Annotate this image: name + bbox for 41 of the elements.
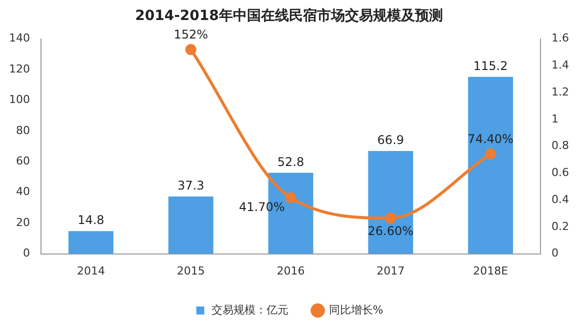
point <box>385 212 396 224</box>
y-tick-label: 0 <box>22 246 30 260</box>
data-label: 74.40% <box>468 132 514 146</box>
point <box>285 192 296 204</box>
y2-tick-label: 0.4 <box>552 192 570 206</box>
bar <box>68 231 114 254</box>
y2-tick-label: 1 <box>552 112 559 126</box>
bar <box>468 76 514 254</box>
y2-tick-label: 1.4 <box>552 58 570 72</box>
data-label: 26.60% <box>368 224 414 238</box>
y-tick-label: 20 <box>16 216 30 229</box>
x-tick-label: 2015 <box>176 264 205 278</box>
y-tick-label: 40 <box>16 185 30 198</box>
data-label: 152% <box>174 28 208 42</box>
data-label: 66.9 <box>377 133 404 148</box>
y-tick-label: 140 <box>8 32 30 45</box>
chart-title: 2014-2018年中国在线民宿市场交易规模及预测 <box>135 7 443 24</box>
data-label: 52.8 <box>277 154 304 169</box>
x-tick-label: 2017 <box>376 264 405 278</box>
y2-tick-label: 0.8 <box>552 139 570 152</box>
data-label: 115.2 <box>473 59 508 74</box>
legend-label: 交易规模：亿元 <box>211 303 288 316</box>
y-tick-label: 60 <box>16 154 30 168</box>
x-tick-label: 2018E <box>473 264 508 278</box>
x-tick-label: 2016 <box>276 264 305 278</box>
y2-tick-label: 0.6 <box>552 166 570 180</box>
y2-tick-label: 0.2 <box>552 220 570 233</box>
y2-tick-label: 1.6 <box>552 32 570 45</box>
y-tick-label: 120 <box>8 62 30 76</box>
bar <box>168 196 214 254</box>
y-tick-label: 100 <box>8 93 30 106</box>
bar <box>368 151 414 254</box>
point <box>485 148 496 160</box>
y2-tick-label: 1.2 <box>552 85 570 98</box>
point <box>185 44 196 56</box>
y-tick-label: 80 <box>16 124 30 137</box>
y2-tick-label: 0 <box>552 246 559 260</box>
data-label: 14.8 <box>78 213 104 228</box>
legend-label: 同比增长% <box>328 303 384 316</box>
x-tick-label: 2014 <box>76 264 105 278</box>
data-label: 37.3 <box>177 178 204 193</box>
